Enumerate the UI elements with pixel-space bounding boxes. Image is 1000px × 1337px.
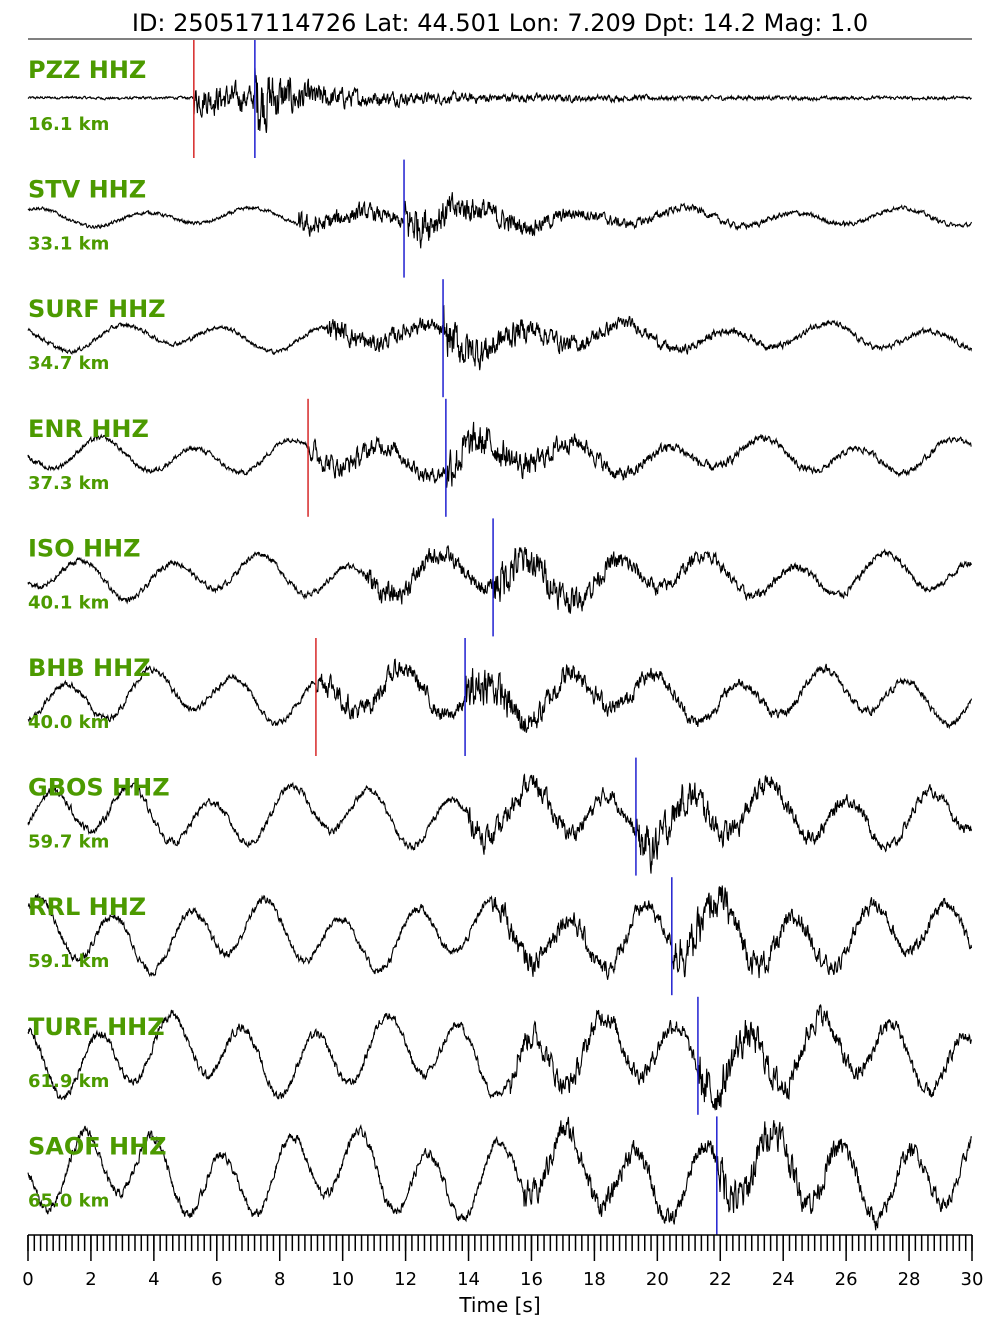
station-label: SAOF HHZ <box>28 1132 167 1160</box>
distance-label: 37.3 km <box>28 473 109 494</box>
x-tick-label: 2 <box>85 1269 96 1290</box>
waveform <box>27 773 973 874</box>
distance-label: 59.7 km <box>28 832 109 853</box>
waveform <box>27 192 973 249</box>
chart-title: ID: 250517114726 Lat: 44.501 Lon: 7.209 … <box>132 9 868 37</box>
station-label: TURF HHZ <box>28 1013 165 1041</box>
x-tick-label: 20 <box>646 1269 669 1290</box>
waveform <box>27 67 972 133</box>
distance-label: 40.1 km <box>28 592 109 613</box>
distance-label: 40.0 km <box>28 712 109 733</box>
waveform <box>27 1116 973 1231</box>
distance-label: 16.1 km <box>28 114 109 135</box>
waveform <box>27 304 973 371</box>
x-tick-label: 8 <box>274 1269 285 1290</box>
x-tick-label: 28 <box>898 1269 921 1290</box>
x-axis-label: Time [s] <box>458 1293 540 1317</box>
x-tick-label: 30 <box>961 1269 984 1290</box>
station-label: STV HHZ <box>28 176 146 204</box>
waveform <box>27 545 973 614</box>
station-label: GBOS HHZ <box>28 774 170 802</box>
waveform <box>27 658 973 733</box>
distance-label: 34.7 km <box>28 353 109 374</box>
distance-label: 59.1 km <box>28 951 109 972</box>
distance-label: 33.1 km <box>28 234 109 255</box>
x-tick-label: 12 <box>394 1269 417 1290</box>
x-tick-label: 14 <box>457 1269 480 1290</box>
waveform <box>27 885 973 980</box>
x-tick-label: 26 <box>835 1269 858 1290</box>
station-label: ISO HHZ <box>28 534 141 562</box>
station-label: BHB HHZ <box>28 654 151 682</box>
x-tick-label: 22 <box>709 1269 732 1290</box>
station-label: SURF HHZ <box>28 295 166 323</box>
station-label: PZZ HHZ <box>28 56 146 84</box>
station-label: ENR HHZ <box>28 415 149 443</box>
x-tick-label: 16 <box>520 1269 543 1290</box>
x-tick-label: 0 <box>22 1269 33 1290</box>
x-tick-label: 24 <box>772 1269 795 1290</box>
x-tick-label: 6 <box>211 1269 222 1290</box>
distance-label: 61.9 km <box>28 1071 109 1092</box>
waveform <box>27 1004 973 1111</box>
waveform <box>27 421 972 488</box>
x-tick-label: 10 <box>331 1269 354 1290</box>
distance-label: 65.0 km <box>28 1190 109 1211</box>
x-tick-label: 18 <box>583 1269 606 1290</box>
x-tick-label: 4 <box>148 1269 159 1290</box>
station-label: RRL HHZ <box>28 893 146 921</box>
